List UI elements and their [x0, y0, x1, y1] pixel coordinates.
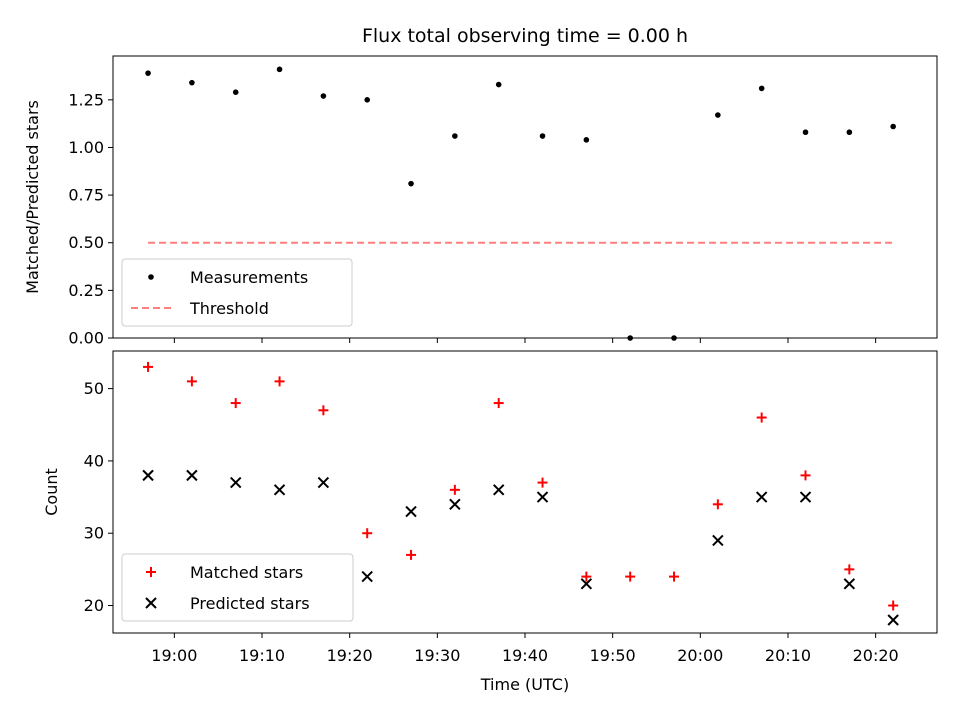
legend-matched-marker	[146, 567, 156, 577]
bottom-plot-area	[142, 361, 899, 626]
matched-stars-point	[143, 361, 154, 372]
predicted-stars-point	[186, 469, 198, 482]
predicted-stars-point	[405, 505, 417, 518]
predicted-stars-point	[887, 614, 899, 626]
top-y-axis-label: Matched/Predicted stars	[23, 100, 42, 294]
measurements-point	[583, 137, 590, 143]
matched-stars-point	[493, 398, 504, 409]
matched-stars-point	[230, 398, 241, 409]
predicted-stars-point	[755, 491, 768, 503]
y-tick-label: 20	[84, 596, 104, 615]
matched-stars-point	[274, 376, 285, 387]
predicted-stars-point	[492, 484, 505, 496]
x-tick-label: 19:40	[502, 646, 548, 665]
measurements-point	[364, 97, 371, 103]
predicted-stars-point	[712, 534, 724, 547]
measurements-point	[539, 133, 546, 139]
matched-stars-point	[449, 484, 460, 495]
x-tick-label: 19:20	[327, 646, 373, 665]
top-y-ticks: 0.00 0.25 0.50 0.75 1.00 1.25	[68, 90, 113, 348]
measurements-point	[320, 93, 327, 99]
top-x-ticks	[173, 338, 877, 343]
measurements-point	[452, 133, 458, 139]
y-tick-label: 0.00	[68, 329, 104, 348]
top-chart-title: Flux total observing time = 0.00 h	[362, 25, 688, 47]
matched-stars-point	[625, 571, 636, 582]
predicted-stars-point	[843, 578, 856, 590]
matched-stars-point	[581, 571, 592, 582]
predicted-stars-point	[230, 476, 242, 489]
x-tick-label: 19:10	[239, 646, 285, 665]
predicted-stars-point	[142, 469, 154, 482]
bottom-y-ticks: 20 30 40 50	[84, 379, 113, 615]
measurements-point	[276, 66, 283, 73]
measurements-point	[408, 180, 414, 187]
measurements-point	[495, 81, 502, 88]
x-tick-label: 19:50	[590, 646, 636, 665]
legend-predicted-label: Predicted stars	[190, 594, 310, 613]
predicted-stars-point	[273, 484, 286, 496]
matched-stars-point	[362, 528, 373, 539]
measurements-point	[715, 112, 721, 118]
matched-stars-point	[186, 376, 197, 387]
bottom-x-ticks: 19:00 19:10 19:20 19:30 19:40 19:50 20:00 20:10…	[151, 633, 899, 665]
measurements-point	[671, 335, 677, 341]
measurements-point	[627, 335, 633, 341]
matched-stars-point	[712, 499, 723, 510]
matched-stars-point	[800, 470, 811, 481]
top-legend-box	[121, 258, 353, 327]
legend-predicted-marker	[145, 597, 157, 609]
matched-stars-point	[669, 571, 680, 582]
y-tick-label: 0.75	[68, 186, 104, 205]
y-tick-label: 30	[84, 524, 104, 543]
matched-stars-point	[537, 477, 548, 488]
y-tick-label: 1.00	[68, 138, 104, 157]
y-tick-label: 0.50	[68, 233, 104, 252]
x-tick-label: 20:20	[853, 646, 899, 665]
legend-measurements-label: Measurements	[190, 268, 308, 287]
bottom-legend: Matched stars Predicted stars	[121, 553, 354, 622]
bottom-legend-box	[121, 553, 354, 622]
x-tick-label: 19:00	[151, 646, 197, 665]
measurements-point	[758, 85, 765, 92]
predicted-stars-point	[449, 498, 461, 510]
matched-stars-point	[844, 564, 855, 575]
measurements-point	[189, 79, 195, 86]
predicted-stars-point	[536, 491, 549, 503]
y-tick-label: 0.25	[68, 281, 104, 300]
legend-measurements-marker	[148, 274, 154, 280]
legend-matched-label: Matched stars	[190, 563, 303, 582]
x-tick-label: 20:00	[677, 646, 723, 665]
measurements-point	[802, 129, 809, 136]
top-plot-area	[145, 66, 896, 341]
y-tick-label: 1.25	[68, 90, 104, 109]
bottom-x-axis-label: Time (UTC)	[480, 675, 569, 694]
y-tick-label: 50	[84, 379, 104, 398]
x-tick-label: 19:30	[414, 646, 460, 665]
predicted-stars-point	[361, 570, 373, 583]
predicted-stars-point	[580, 578, 593, 590]
measurements-point	[232, 89, 239, 96]
matched-stars-point	[888, 600, 899, 611]
matched-stars-point	[406, 549, 417, 560]
x-tick-label: 20:10	[765, 646, 811, 665]
predicted-stars-point	[799, 491, 812, 503]
measurements-point	[846, 129, 853, 136]
matched-stars-point	[318, 405, 329, 416]
predicted-stars-point	[317, 476, 330, 489]
measurements-point	[145, 70, 151, 76]
matched-stars-point	[756, 412, 767, 423]
top-legend: Measurements Threshold	[121, 258, 353, 327]
y-tick-label: 40	[84, 451, 104, 470]
measurements-point	[890, 123, 896, 130]
legend-threshold-label: Threshold	[189, 299, 269, 318]
bottom-y-axis-label: Count	[42, 468, 61, 516]
